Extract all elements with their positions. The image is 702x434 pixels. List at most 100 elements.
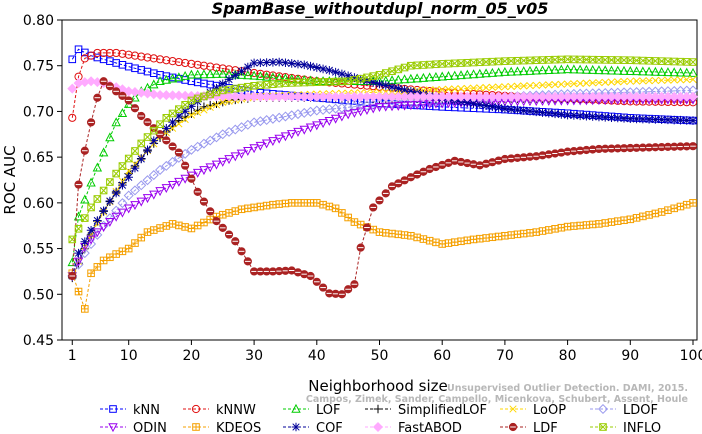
data-point-kdeos (507, 231, 515, 239)
legend-marker-knnw (191, 404, 201, 414)
data-point-loop (181, 115, 189, 124)
data-point-kdeos (156, 224, 164, 232)
data-point-kdeos (244, 204, 252, 213)
data-point-ldf (619, 144, 629, 153)
data-point-lof (249, 70, 259, 80)
data-point-ldf (262, 267, 271, 276)
data-point-lof (186, 69, 197, 79)
data-point-lof (211, 68, 222, 78)
data-point-knnw (149, 54, 158, 63)
data-point-ldof (148, 170, 159, 181)
data-point-knnw (130, 51, 140, 60)
data-point-lof (324, 76, 335, 86)
data-point-odin (218, 157, 228, 167)
data-point-ldf (318, 283, 328, 292)
y-tick-label: 0.55 (23, 242, 54, 258)
data-point-kdeos (607, 218, 616, 226)
data-point-odin (249, 144, 259, 154)
series-line-loop (71, 78, 694, 277)
data-point-fastabod (142, 88, 153, 99)
y-tick-label: 0.65 (23, 150, 54, 166)
data-point-kdeos (538, 227, 547, 235)
data-point-kdeos (294, 199, 302, 207)
legend-marker-loop (509, 405, 517, 413)
plot-area: 0.45 0.50 0.55 0.60 0.65 0.70 0.75 0.80 1 10 20 30 4… (23, 13, 702, 364)
data-point-knnw (174, 57, 183, 67)
data-point-cof (243, 62, 253, 72)
data-point-loop (194, 108, 202, 117)
data-point-cof (669, 115, 679, 125)
data-point-kdeos (620, 216, 628, 225)
data-point-cof (575, 111, 585, 121)
data-point-inflo (689, 58, 697, 66)
data-point-knnw (137, 52, 146, 61)
legend-marker-lof (291, 403, 301, 413)
data-point-lof (450, 70, 460, 80)
data-point-odin (381, 102, 391, 112)
y-tick-label: 0.75 (23, 59, 54, 75)
data-point-kdeos (469, 235, 478, 244)
data-point-cof (256, 58, 265, 68)
data-point-kdeos (281, 199, 290, 208)
data-point-ldf (237, 247, 246, 256)
data-point-inflo (388, 67, 396, 76)
data-point-loop (557, 80, 565, 88)
data-point-loop (683, 75, 691, 84)
data-point-cof (249, 58, 259, 68)
data-point-ldf (312, 277, 321, 286)
data-point-lof (456, 70, 466, 80)
data-point-cof (588, 112, 597, 121)
data-point-ldof (205, 135, 216, 146)
data-point-cof (224, 75, 234, 84)
data-point-cof (550, 109, 560, 119)
legend-marker-odin (108, 423, 118, 433)
data-point-kdeos (488, 233, 497, 242)
data-point-cof (682, 116, 692, 125)
data-point-kdeos (394, 230, 403, 239)
data-point-knn (118, 61, 127, 69)
data-point-lof (663, 67, 673, 77)
data-point-cof (124, 172, 133, 182)
data-point-loop (494, 83, 503, 91)
data-point-kdeos (118, 247, 127, 256)
data-point-kdeos (287, 199, 296, 207)
data-point-odin (230, 152, 241, 162)
data-point-odin (105, 217, 115, 227)
data-point-loop (520, 82, 528, 90)
data-point-kdeos (175, 221, 183, 230)
data-point-cof (513, 105, 522, 115)
data-point-ldof (155, 164, 166, 175)
data-point-knn (137, 66, 146, 74)
data-point-kdeos (112, 250, 120, 258)
legend-label-odin: ODIN (133, 421, 167, 434)
data-point-ldof (211, 132, 222, 143)
data-point-ldof (79, 248, 90, 259)
series-cof (67, 57, 698, 281)
data-point-lof (518, 66, 529, 76)
y-tick-label: 0.50 (23, 287, 54, 303)
data-point-loop (551, 80, 559, 89)
data-point-odin (142, 194, 153, 204)
data-point-lof (73, 211, 84, 221)
data-point-cof (180, 106, 190, 116)
data-point-odin (293, 127, 303, 137)
data-point-ldf (356, 243, 365, 252)
data-point-ldf (162, 136, 171, 145)
data-point-lof (506, 66, 516, 76)
data-point-knnw (250, 68, 259, 78)
data-point-inflo (131, 147, 139, 155)
data-point-cof (600, 112, 610, 122)
legend: kNN kNNW LOF SimplifiedLOF LoOP LDOF ODIN KDEOS… (100, 403, 661, 434)
data-point-inflo (99, 186, 108, 195)
data-point-cof (394, 84, 403, 93)
data-point-kdeos (645, 211, 653, 219)
data-point-kdeos (87, 269, 95, 278)
data-point-odin (92, 228, 103, 238)
data-point-odin (211, 160, 222, 170)
data-point-inflo (670, 57, 678, 66)
data-point-kdeos (81, 305, 89, 313)
data-point-ldf (306, 271, 315, 281)
data-point-fastabod (155, 89, 166, 100)
legend-item-cof: COF (283, 421, 343, 434)
data-point-cof (350, 73, 359, 82)
